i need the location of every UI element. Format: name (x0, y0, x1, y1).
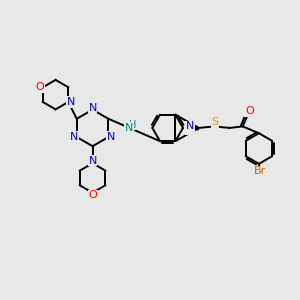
Text: O: O (88, 190, 97, 200)
Text: O: O (245, 106, 254, 116)
Text: N: N (106, 132, 115, 142)
Text: N: N (88, 103, 97, 112)
Text: N: N (88, 156, 97, 166)
Text: N: N (70, 132, 79, 142)
Text: S: S (186, 124, 193, 134)
Text: Br: Br (254, 166, 266, 176)
Text: H: H (129, 120, 136, 130)
Text: N: N (186, 121, 194, 131)
Text: O: O (35, 82, 44, 92)
Text: N: N (125, 123, 133, 133)
Text: N: N (67, 97, 75, 107)
Text: S: S (211, 117, 218, 127)
